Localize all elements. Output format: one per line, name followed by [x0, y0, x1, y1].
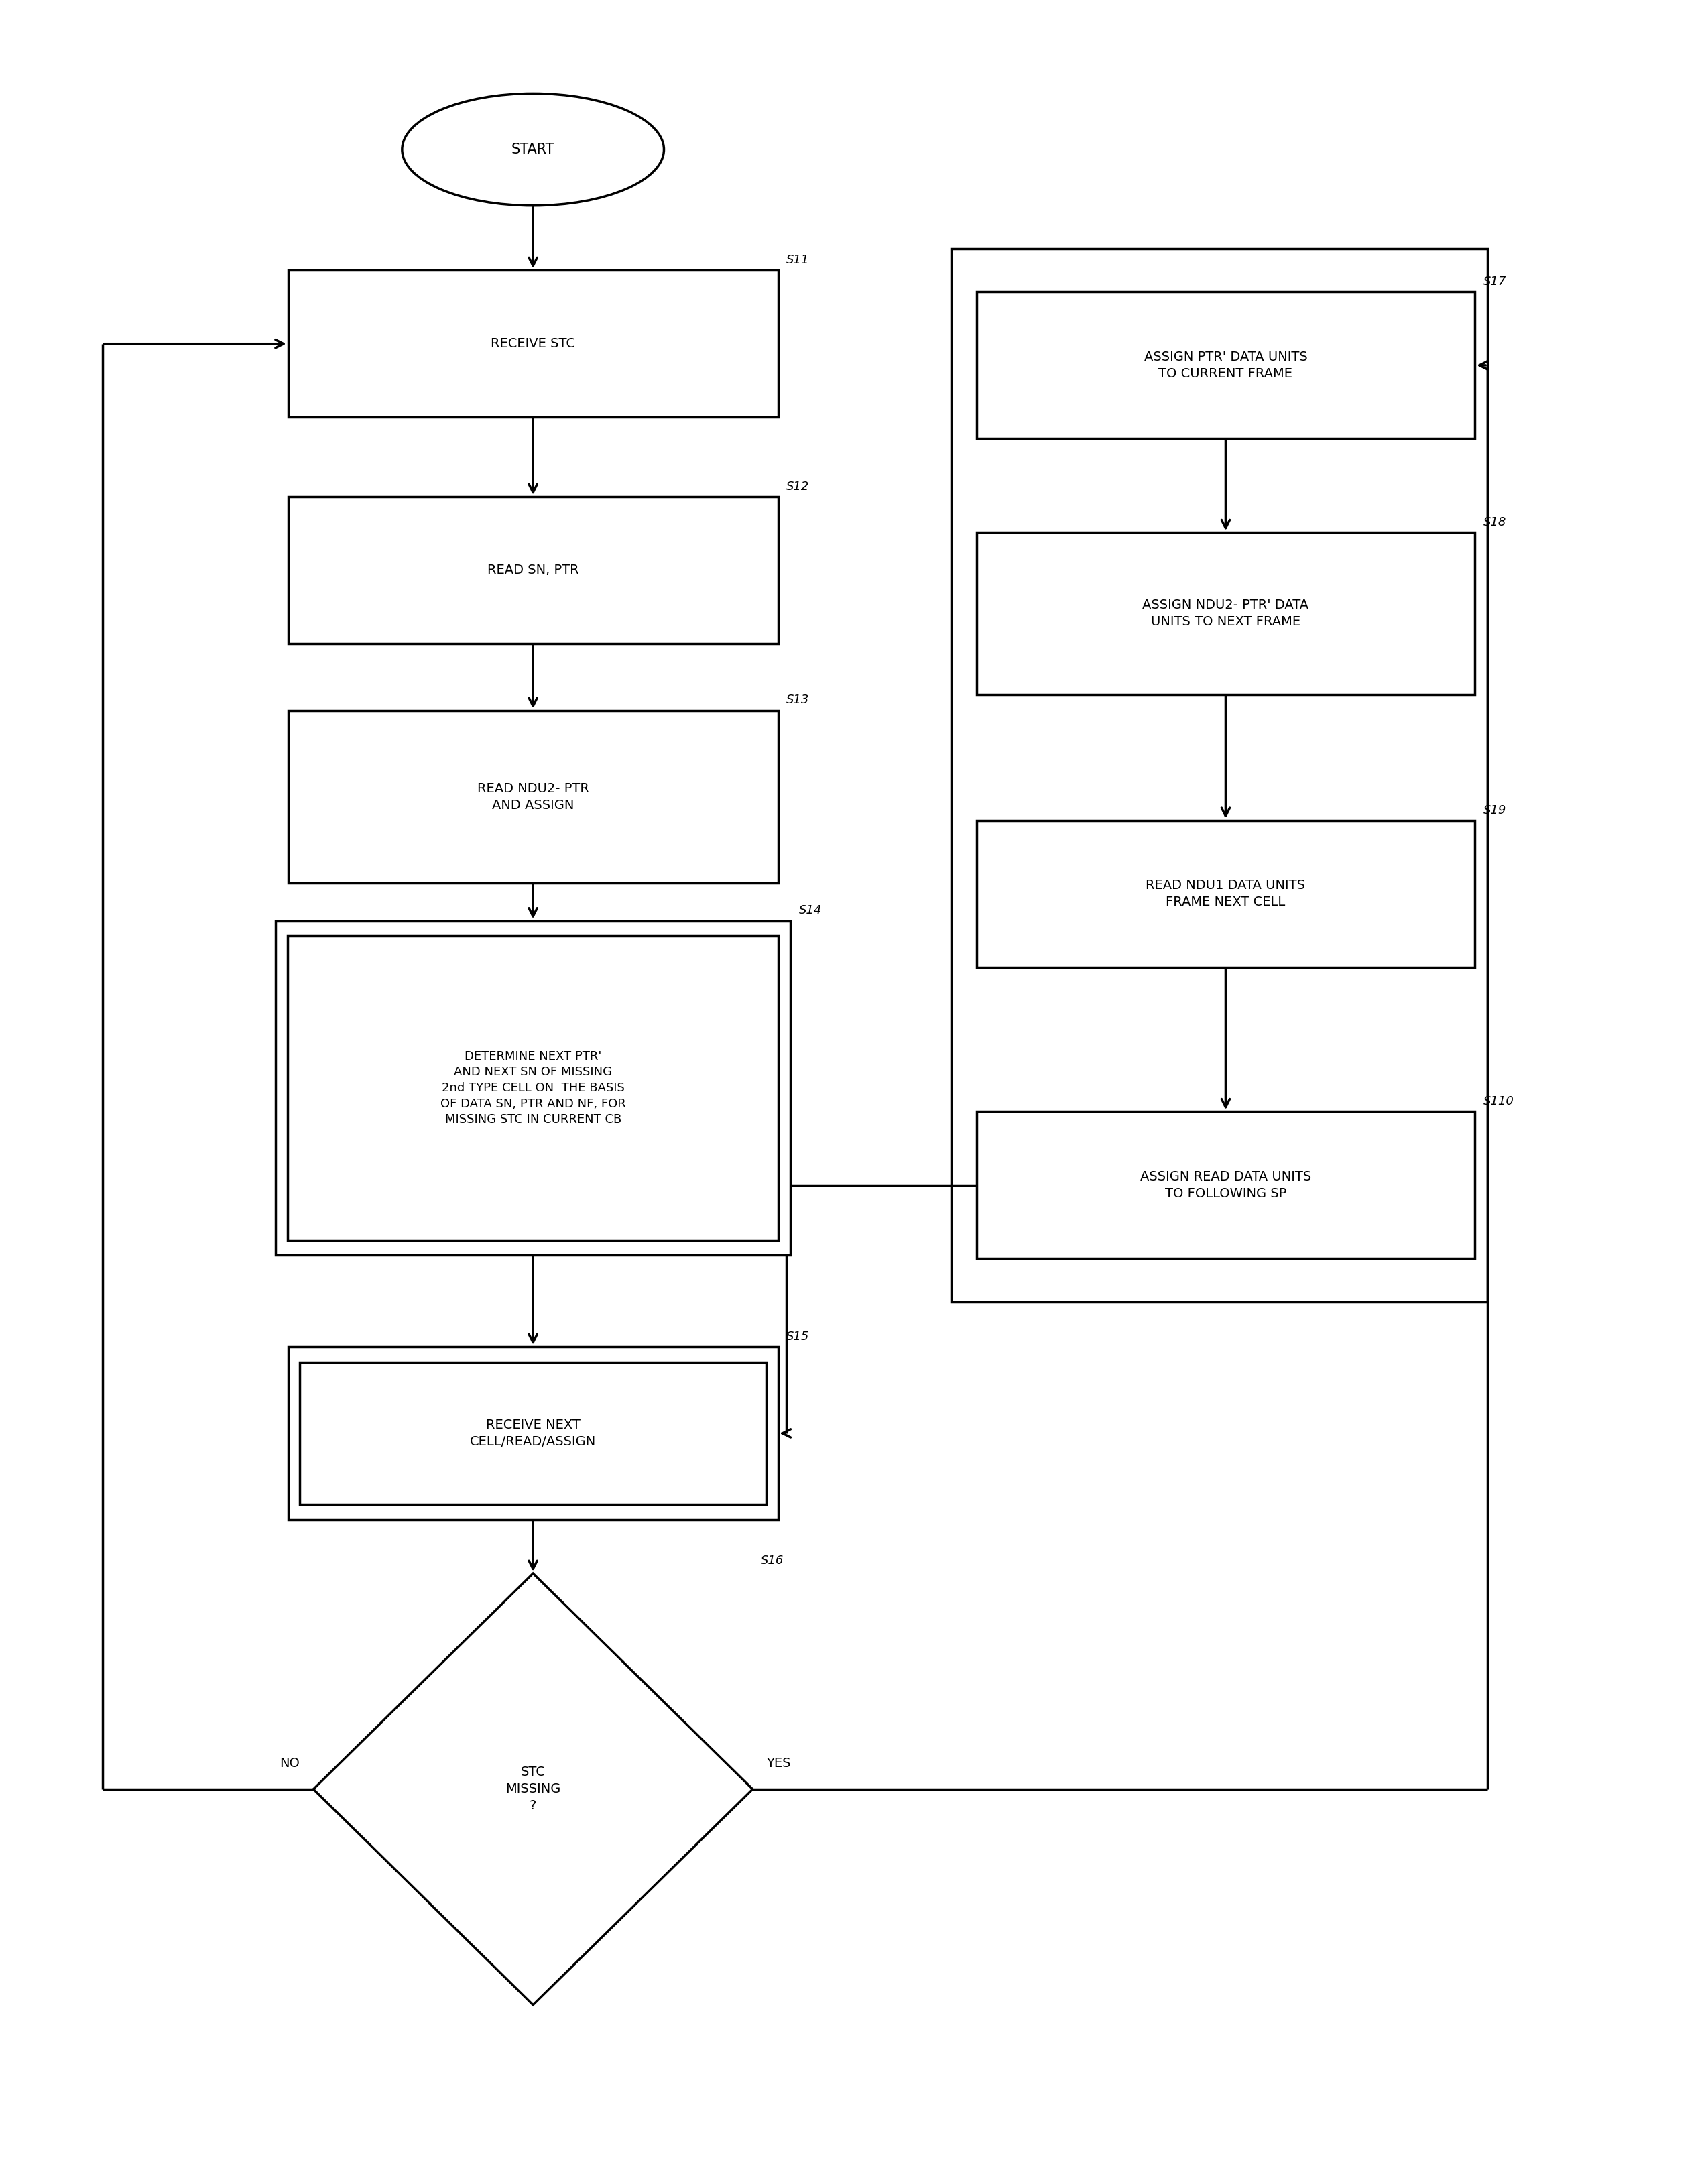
FancyBboxPatch shape	[287, 936, 779, 1240]
Text: S13: S13	[786, 694, 810, 707]
Text: READ SN, PTR: READ SN, PTR	[487, 564, 579, 577]
Text: DETERMINE NEXT PTR'
AND NEXT SN OF MISSING
2nd TYPE CELL ON  THE BASIS
OF DATA S: DETERMINE NEXT PTR' AND NEXT SN OF MISSI…	[441, 1051, 625, 1125]
Text: S14: S14	[799, 905, 822, 916]
Text: READ NDU2- PTR
AND ASSIGN: READ NDU2- PTR AND ASSIGN	[477, 781, 589, 812]
FancyBboxPatch shape	[289, 270, 777, 418]
Text: STC
MISSING
?: STC MISSING ?	[506, 1767, 560, 1813]
Text: RECEIVE STC: RECEIVE STC	[490, 337, 576, 350]
Text: ASSIGN PTR' DATA UNITS
TO CURRENT FRAME: ASSIGN PTR' DATA UNITS TO CURRENT FRAME	[1144, 350, 1307, 381]
Text: YES: YES	[767, 1756, 791, 1769]
FancyBboxPatch shape	[977, 820, 1474, 966]
Text: RECEIVE NEXT
CELL/READ/ASSIGN: RECEIVE NEXT CELL/READ/ASSIGN	[470, 1419, 596, 1447]
FancyBboxPatch shape	[275, 920, 791, 1256]
FancyBboxPatch shape	[977, 1112, 1474, 1258]
FancyBboxPatch shape	[289, 1347, 777, 1519]
Text: ASSIGN READ DATA UNITS
TO FOLLOWING SP: ASSIGN READ DATA UNITS TO FOLLOWING SP	[1141, 1171, 1312, 1199]
Text: ASSIGN NDU2- PTR' DATA
UNITS TO NEXT FRAME: ASSIGN NDU2- PTR' DATA UNITS TO NEXT FRA…	[1143, 598, 1308, 629]
Text: S12: S12	[786, 481, 810, 492]
Text: S17: S17	[1483, 276, 1506, 287]
FancyBboxPatch shape	[977, 533, 1474, 694]
Text: S11: S11	[786, 255, 810, 265]
Text: S15: S15	[786, 1330, 810, 1343]
Text: S19: S19	[1483, 805, 1506, 816]
FancyBboxPatch shape	[289, 709, 777, 883]
FancyBboxPatch shape	[301, 1362, 767, 1504]
Text: S16: S16	[762, 1556, 784, 1567]
Text: READ NDU1 DATA UNITS
FRAME NEXT CELL: READ NDU1 DATA UNITS FRAME NEXT CELL	[1146, 879, 1305, 910]
FancyBboxPatch shape	[977, 292, 1474, 440]
Polygon shape	[313, 1573, 753, 2004]
Text: S110: S110	[1483, 1095, 1513, 1108]
Text: S18: S18	[1483, 516, 1506, 529]
Ellipse shape	[401, 94, 664, 207]
FancyBboxPatch shape	[289, 496, 777, 644]
Text: NO: NO	[280, 1756, 301, 1769]
Text: START: START	[511, 144, 555, 157]
